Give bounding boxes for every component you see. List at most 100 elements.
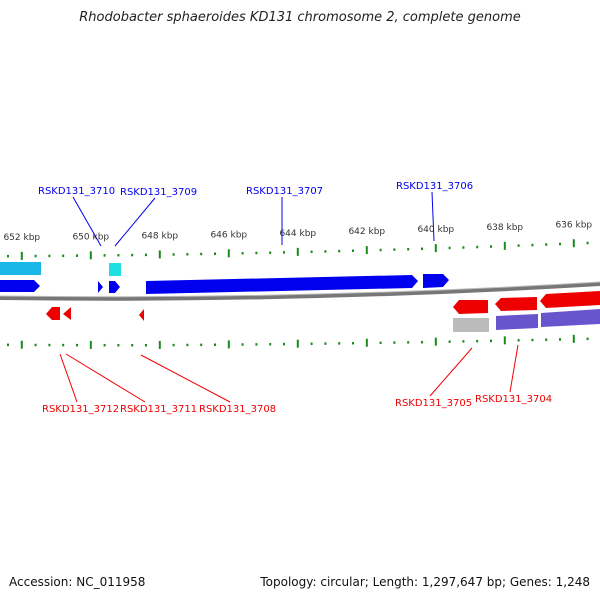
tick-top — [103, 254, 106, 257]
feature-box[interactable] — [109, 263, 121, 276]
tick-bottom — [586, 337, 589, 341]
gene-label[interactable]: RSKD131_3709 — [120, 187, 197, 198]
gene-arrow[interactable] — [540, 291, 600, 308]
tick-top — [407, 247, 410, 251]
tick-bottom — [48, 343, 51, 347]
tick-top — [62, 254, 65, 258]
tick-top — [503, 241, 506, 250]
tick-bottom — [324, 342, 327, 345]
gene-label[interactable]: RSKD131_3707 — [246, 186, 323, 197]
tick-bottom — [365, 338, 368, 347]
tick-bottom — [214, 343, 216, 347]
tick-bottom — [421, 340, 423, 344]
tick-top — [545, 243, 548, 246]
tick-marks — [7, 239, 589, 349]
tick-bottom — [462, 340, 465, 343]
tick-bottom — [393, 341, 396, 344]
kbp-label: 648 kbp — [141, 231, 178, 241]
gene-label[interactable]: RSKD131_3704 — [475, 394, 552, 405]
forward-genes — [0, 274, 449, 294]
tick-bottom — [476, 339, 479, 343]
tick-bottom — [296, 339, 299, 348]
genome-summary: Topology: circular; Length: 1,297,647 bp… — [260, 575, 590, 589]
tick-bottom — [255, 343, 258, 346]
tick-bottom — [62, 343, 65, 347]
gene-arrow[interactable] — [139, 309, 144, 321]
tick-top — [145, 253, 147, 257]
tick-top — [89, 251, 92, 260]
tick-top — [255, 251, 258, 255]
tick-bottom — [20, 340, 23, 349]
tick-top — [559, 242, 561, 246]
feature-box[interactable] — [541, 309, 600, 327]
tick-top — [158, 250, 161, 259]
gene-arrow[interactable] — [146, 275, 418, 294]
gene-label[interactable]: RSKD131_3706 — [396, 181, 473, 192]
kbp-label: 636 kbp — [555, 220, 592, 230]
tick-top — [200, 252, 203, 256]
feature-box[interactable] — [0, 262, 41, 275]
gene-label[interactable]: RSKD131_3705 — [395, 398, 472, 409]
reverse-leaders — [59, 344, 519, 403]
gene-label[interactable]: RSKD131_3708 — [199, 404, 276, 415]
tick-bottom — [89, 340, 92, 349]
tick-bottom — [241, 343, 244, 346]
tick-top — [131, 253, 134, 257]
tick-top — [296, 247, 299, 256]
gene-label[interactable]: RSKD131_3712 — [42, 404, 119, 415]
forward-leaders — [72, 191, 435, 247]
map-title: Rhodobacter sphaeroides KD131 chromosome… — [79, 10, 521, 25]
tick-top — [379, 248, 382, 252]
tick-top — [572, 239, 575, 248]
tick-bottom — [407, 341, 410, 344]
tick-top — [283, 251, 285, 254]
tick-top — [434, 244, 437, 253]
tick-top — [517, 244, 520, 247]
gene-label[interactable]: RSKD131_3710 — [38, 186, 115, 197]
tick-top — [269, 251, 272, 254]
kbp-label: 646 kbp — [210, 230, 247, 240]
gene-arrow[interactable] — [98, 281, 103, 293]
tick-top — [338, 249, 341, 253]
gene-label[interactable]: RSKD131_3711 — [120, 404, 197, 415]
tick-top — [310, 250, 313, 254]
tick-bottom — [283, 342, 285, 346]
tick-bottom — [352, 341, 354, 345]
tick-top — [462, 246, 465, 249]
tick-top — [531, 243, 534, 247]
tick-bottom — [227, 340, 230, 349]
tick-bottom — [200, 343, 203, 347]
tick-bottom — [186, 343, 189, 347]
tick-top — [393, 248, 396, 251]
tick-bottom — [269, 342, 272, 346]
kbp-label: 642 kbp — [348, 227, 385, 237]
tick-bottom — [131, 343, 134, 347]
backbone — [0, 282, 600, 301]
feature-box[interactable] — [453, 318, 489, 332]
gene-arrow[interactable] — [109, 281, 120, 293]
tick-top — [586, 241, 589, 245]
kbp-label: 650 kbp — [72, 232, 109, 242]
tick-top — [241, 252, 244, 255]
reverse-genes — [46, 291, 600, 321]
tick-top — [7, 254, 9, 258]
tick-top — [421, 247, 423, 251]
tick-top — [34, 254, 37, 258]
tick-bottom — [503, 336, 506, 345]
kbp-label: 652 kbp — [3, 233, 40, 243]
kbp-label: 638 kbp — [486, 223, 523, 233]
feature-box[interactable] — [496, 314, 538, 330]
tick-bottom — [172, 343, 175, 347]
tick-top — [490, 245, 492, 248]
tick-bottom — [531, 338, 534, 342]
gene-arrow[interactable] — [453, 300, 488, 314]
gene-arrow[interactable] — [46, 307, 60, 320]
tick-top — [20, 251, 23, 260]
gene-arrow[interactable] — [0, 280, 40, 292]
gene-arrow[interactable] — [63, 307, 71, 320]
gene-arrow[interactable] — [423, 274, 449, 288]
tick-bottom — [572, 334, 575, 343]
gene-arrow[interactable] — [495, 297, 537, 311]
tick-bottom — [517, 339, 520, 342]
